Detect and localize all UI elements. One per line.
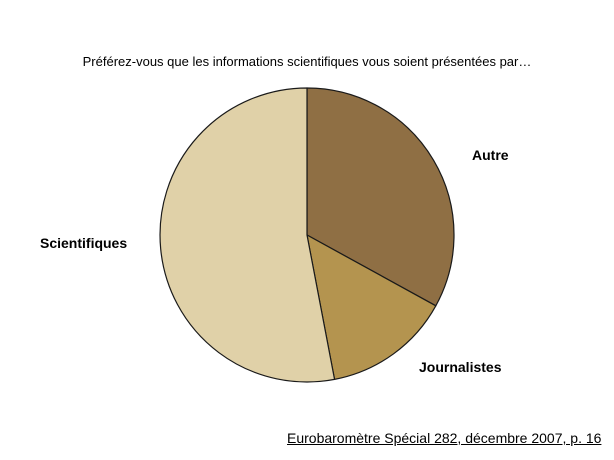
slice-label-scientifiques: Scientifiques — [40, 235, 128, 251]
pie-slice-scientifiques — [159, 87, 336, 383]
slice-label-autre: Autre — [472, 147, 509, 163]
chart-title: Préférez-vous que les informations scien… — [82, 54, 532, 69]
pie-slice-journalistes — [306, 234, 437, 380]
slice-label-journalistes: Journalistes — [419, 359, 502, 375]
pie-slice-autre — [306, 87, 455, 307]
source-citation: Eurobaromètre Spécial 282, décembre 2007… — [287, 430, 602, 446]
